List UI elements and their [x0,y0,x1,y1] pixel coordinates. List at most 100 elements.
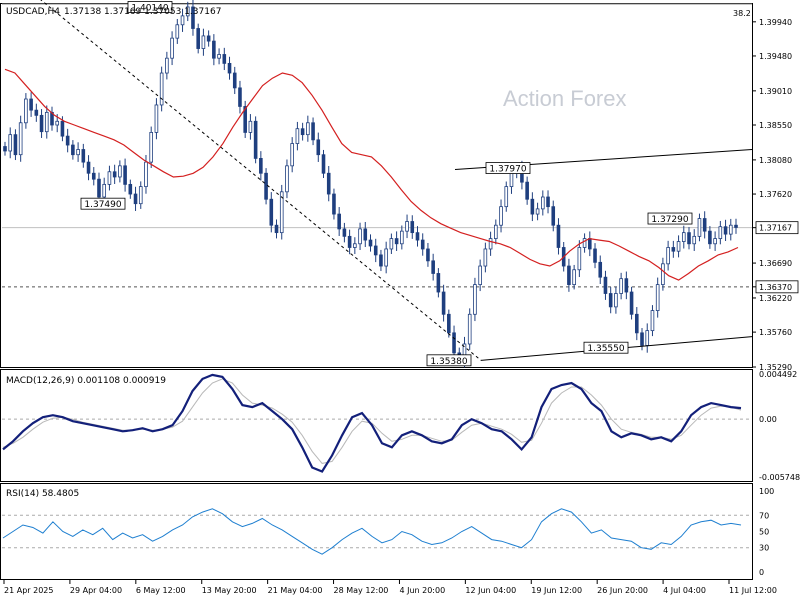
candle-body [133,193,138,205]
candle [133,186,138,211]
macd-tick-label: 0.004492 [759,370,797,379]
candle [13,129,18,161]
rsi-tick-label: 100 [759,487,774,496]
price-panel-frame [0,3,753,368]
candle-body [3,146,7,152]
candle-body [332,193,336,215]
rsi-tick-label: 70 [759,511,769,520]
candle [603,270,608,300]
candle [650,305,655,337]
price-tick-label: 1.39010 [759,87,792,96]
annotation-label: 1.37490 [84,200,121,210]
candle [259,151,263,181]
candle [629,286,634,320]
candle [65,128,70,153]
candle-body [243,106,247,133]
candle [212,34,216,66]
candle-body [431,260,435,274]
candle-body [734,224,738,228]
candle-body [196,28,200,49]
candle-body [488,238,493,250]
candle [723,219,728,242]
watermark: Action Forex [503,86,627,111]
candle-body [342,228,347,237]
candle [525,176,529,205]
time-tick-label: 6 May 12:00 [136,586,186,595]
candle-body [415,232,420,241]
candle-body [185,6,190,17]
candle-body [253,120,258,159]
candle [81,143,86,168]
candle-body [18,122,23,156]
candle-body [274,224,279,234]
candle [34,103,39,122]
candle-body [337,213,341,230]
candle [347,229,352,255]
price-annotation: 1.37970 [485,162,531,175]
candle [311,117,315,146]
candle [400,225,404,250]
candle [483,242,488,273]
candle-body [441,291,446,315]
candle [420,233,425,256]
candle [295,121,300,151]
candle-body [410,221,415,234]
candle-body [598,261,603,278]
candle-body [676,241,681,252]
candle [29,92,33,117]
candle-body [232,72,237,89]
price-tick-label: 1.37167 [759,224,792,233]
candle-body [546,196,550,208]
candle-body [494,224,498,239]
candle-body [300,128,305,136]
candle [300,122,305,141]
candle [441,284,446,322]
candle [39,109,44,138]
candle-body [81,149,86,163]
candle-body [227,62,232,74]
price-marker-box [755,280,799,294]
candle-body [614,293,618,308]
rsi-tick-label: 30 [759,544,769,553]
candle [598,255,603,285]
price-tick-label: 1.39940 [759,18,792,27]
annotation-box [647,212,693,225]
candle-body [13,134,18,156]
candle-body [159,72,164,106]
candle-body [379,254,383,267]
candle [608,287,613,314]
candle [661,257,665,291]
candle-body [238,87,242,107]
candle [478,259,482,292]
time-tick-label: 13 May 20:00 [202,586,257,595]
candle [447,309,451,338]
candle-body [530,198,535,215]
candle-body [39,114,44,133]
candle-body [556,224,561,248]
candle [405,214,409,239]
candle [353,237,357,255]
candle [337,207,341,236]
candle-body [55,120,60,126]
candle [530,192,535,222]
candle [227,56,232,80]
candle-body [499,206,503,226]
candle [488,231,493,256]
candle [306,115,310,142]
candle [431,253,435,281]
candle [687,227,691,250]
candle-body [666,247,670,265]
candle-body [347,235,352,248]
candle-body [264,172,268,200]
candle-body [285,165,289,193]
candle [128,179,133,199]
annotation-box [127,1,173,13]
time-tick-label: 4 Jul 04:00 [663,586,706,595]
candle [269,192,274,233]
candle-body [718,226,723,239]
candle [708,226,712,249]
rsi-layer [2,508,752,555]
candle-body [655,284,660,311]
candle [165,51,169,80]
annotation-box [80,197,126,210]
